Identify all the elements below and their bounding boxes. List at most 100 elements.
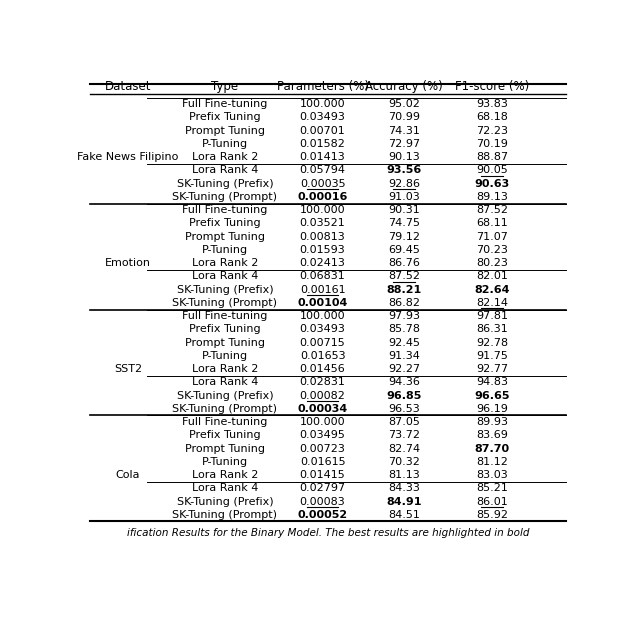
Text: 0.02831: 0.02831 [300,377,346,387]
Text: 0.00035: 0.00035 [300,179,346,189]
Text: SK-Tuning (Prefix): SK-Tuning (Prefix) [177,284,273,295]
Text: 96.85: 96.85 [387,391,422,401]
Text: 82.14: 82.14 [476,298,508,308]
Text: 84.91: 84.91 [386,497,422,507]
Text: 83.03: 83.03 [476,470,508,480]
Text: Prompt Tuning: Prompt Tuning [185,444,265,454]
Text: Prompt Tuning: Prompt Tuning [185,126,265,136]
Text: 0.06831: 0.06831 [300,271,346,281]
Text: 0.03493: 0.03493 [300,112,346,123]
Text: 0.02797: 0.02797 [300,483,346,494]
Text: Lora Rank 4: Lora Rank 4 [192,271,258,281]
Text: 100.000: 100.000 [300,311,346,321]
Text: 0.01456: 0.01456 [300,364,346,374]
Text: 0.03495: 0.03495 [300,430,346,441]
Text: 0.01615: 0.01615 [300,457,346,467]
Text: 83.69: 83.69 [476,430,508,441]
Text: 96.53: 96.53 [388,404,420,414]
Text: 70.23: 70.23 [476,245,508,255]
Text: SK-Tuning (Prefix): SK-Tuning (Prefix) [177,497,273,507]
Text: 85.78: 85.78 [388,324,420,334]
Text: 0.05794: 0.05794 [300,166,346,176]
Text: 0.01593: 0.01593 [300,245,346,255]
Text: P-Tuning: P-Tuning [202,245,248,255]
Text: 0.00082: 0.00082 [300,391,346,401]
Text: 68.18: 68.18 [476,112,508,123]
Text: 91.34: 91.34 [388,351,420,361]
Text: ification Results for the Binary Model. The best results are highlighted in bold: ification Results for the Binary Model. … [127,528,529,538]
Text: Parameters (%): Parameters (%) [276,80,369,93]
Text: 0.00016: 0.00016 [298,192,348,202]
Text: 70.99: 70.99 [388,112,420,123]
Text: 92.45: 92.45 [388,337,420,348]
Text: Full Fine-tuning: Full Fine-tuning [182,205,268,216]
Text: Lora Rank 4: Lora Rank 4 [192,166,258,176]
Text: 0.00034: 0.00034 [298,404,348,414]
Text: 94.36: 94.36 [388,377,420,387]
Text: Fake News Filipino: Fake News Filipino [77,152,179,162]
Text: 97.93: 97.93 [388,311,420,321]
Text: 92.27: 92.27 [388,364,420,374]
Text: Prompt Tuning: Prompt Tuning [185,232,265,241]
Text: 0.01653: 0.01653 [300,351,346,361]
Text: 82.01: 82.01 [476,271,508,281]
Text: 94.83: 94.83 [476,377,508,387]
Text: SK-Tuning (Prompt): SK-Tuning (Prompt) [172,298,277,308]
Text: Prefix Tuning: Prefix Tuning [189,112,260,123]
Text: Lora Rank 2: Lora Rank 2 [192,470,258,480]
Text: Emotion: Emotion [105,258,151,268]
Text: 73.72: 73.72 [388,430,420,441]
Text: Full Fine-tuning: Full Fine-tuning [182,417,268,427]
Text: 0.00701: 0.00701 [300,126,346,136]
Text: 82.74: 82.74 [388,444,420,454]
Text: 79.12: 79.12 [388,232,420,241]
Text: 72.23: 72.23 [476,126,508,136]
Text: 93.56: 93.56 [387,166,422,176]
Text: 82.64: 82.64 [474,284,510,295]
Text: Prompt Tuning: Prompt Tuning [185,337,265,348]
Text: 100.000: 100.000 [300,417,346,427]
Text: Accuracy (%): Accuracy (%) [365,80,443,93]
Text: 81.13: 81.13 [388,470,420,480]
Text: SK-Tuning (Prompt): SK-Tuning (Prompt) [172,404,277,414]
Text: SK-Tuning (Prompt): SK-Tuning (Prompt) [172,192,277,202]
Text: Type: Type [211,80,239,93]
Text: 0.03521: 0.03521 [300,219,346,228]
Text: P-Tuning: P-Tuning [202,139,248,149]
Text: 90.13: 90.13 [388,152,420,162]
Text: 86.31: 86.31 [476,324,508,334]
Text: 80.23: 80.23 [476,258,508,268]
Text: 69.45: 69.45 [388,245,420,255]
Text: 0.00052: 0.00052 [298,510,348,520]
Text: Lora Rank 2: Lora Rank 2 [192,364,258,374]
Text: 0.00161: 0.00161 [300,284,346,295]
Text: 90.05: 90.05 [476,166,508,176]
Text: 87.52: 87.52 [476,205,508,216]
Text: 0.02413: 0.02413 [300,258,346,268]
Text: 0.01582: 0.01582 [300,139,346,149]
Text: 100.000: 100.000 [300,99,346,109]
Text: 0.00723: 0.00723 [300,444,346,454]
Text: P-Tuning: P-Tuning [202,457,248,467]
Text: 86.01: 86.01 [476,497,508,507]
Text: 85.21: 85.21 [476,483,508,494]
Text: 100.000: 100.000 [300,205,346,216]
Text: 86.76: 86.76 [388,258,420,268]
Text: 0.01415: 0.01415 [300,470,346,480]
Text: F1-score (%): F1-score (%) [455,80,529,93]
Text: 84.51: 84.51 [388,510,420,520]
Text: 72.97: 72.97 [388,139,420,149]
Text: 0.00083: 0.00083 [300,497,346,507]
Text: 93.83: 93.83 [476,99,508,109]
Text: Full Fine-tuning: Full Fine-tuning [182,99,268,109]
Text: 85.92: 85.92 [476,510,508,520]
Text: 89.93: 89.93 [476,417,508,427]
Text: Lora Rank 4: Lora Rank 4 [192,377,258,387]
Text: 0.01413: 0.01413 [300,152,346,162]
Text: Prefix Tuning: Prefix Tuning [189,430,260,441]
Text: 81.12: 81.12 [476,457,508,467]
Text: Prefix Tuning: Prefix Tuning [189,324,260,334]
Text: 90.31: 90.31 [388,205,420,216]
Text: 91.03: 91.03 [388,192,420,202]
Text: 87.70: 87.70 [475,444,510,454]
